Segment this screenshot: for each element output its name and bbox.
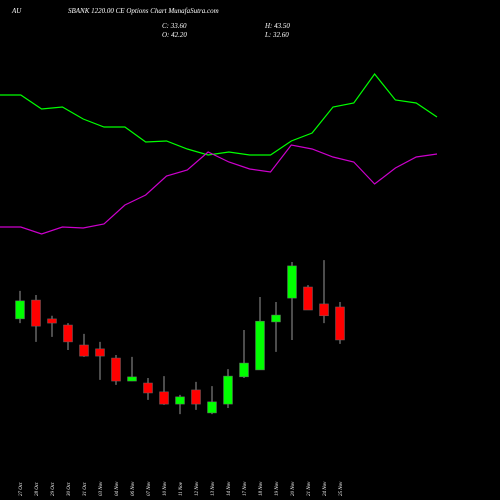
- x-tick-label: 11 Nov: [179, 481, 184, 496]
- indicator-line: [0, 144, 438, 235]
- x-tick-label: 19 Nov: [275, 481, 280, 496]
- low-label: L: 32.60: [264, 31, 289, 39]
- x-tick-label: 27 Oct: [19, 482, 24, 496]
- x-tick-label: 12 Nov: [195, 481, 200, 496]
- candle-body: [271, 314, 281, 323]
- chart-title: SBANK 1220.00 CE Options Chart MunafaSut…: [68, 7, 219, 15]
- candle-body: [95, 348, 105, 357]
- candle-body: [143, 382, 153, 394]
- candle-body: [159, 391, 169, 405]
- x-tick-label: 07 Nov: [147, 481, 152, 496]
- candle-body: [47, 318, 57, 324]
- x-tick-label: 24 Nov: [323, 481, 328, 496]
- x-tick-label: 10 Nov: [163, 481, 168, 496]
- candle-body: [207, 401, 217, 414]
- candle-body: [175, 396, 185, 405]
- x-tick-label: 30 Oct: [67, 482, 72, 496]
- candle-body: [255, 320, 265, 371]
- x-tick-label: 04 Nov: [115, 481, 120, 496]
- close-label: C: 33.60: [162, 22, 187, 30]
- x-tick-label: 21 Nov: [307, 481, 312, 496]
- symbol: AU: [11, 7, 22, 15]
- candle-body: [319, 303, 329, 317]
- high-label: H: 43.50: [264, 22, 290, 30]
- candle-body: [79, 344, 89, 357]
- candle-body: [287, 265, 297, 299]
- x-tick-label: 03 Nov: [99, 481, 104, 496]
- candle-body: [111, 357, 121, 382]
- candle-body: [63, 324, 73, 343]
- candle-body: [15, 300, 25, 320]
- candle-body: [223, 375, 233, 405]
- candle-body: [239, 362, 249, 378]
- candle-body: [335, 306, 345, 341]
- candle-body: [191, 389, 201, 405]
- x-tick-label: 18 Nov: [259, 481, 264, 496]
- x-tick-label: 13 Nov: [211, 481, 216, 496]
- open-label: O: 42.20: [162, 31, 187, 39]
- x-tick-label: 17 Nov: [243, 481, 248, 496]
- x-tick-label: 25 Nov: [339, 481, 344, 496]
- x-tick-label: 28 Oct: [35, 482, 40, 496]
- x-tick-label: 14 Nov: [227, 481, 232, 496]
- x-tick-label: 20 Nov: [291, 481, 296, 496]
- x-tick-label: 29 Oct: [51, 482, 56, 496]
- indicator-line: [0, 73, 438, 156]
- x-tick-label: 06 Nov: [131, 481, 136, 496]
- candle-body: [127, 376, 137, 382]
- candle-body: [303, 286, 313, 311]
- x-tick-label: 31 Oct: [83, 482, 88, 496]
- candle-body: [31, 299, 41, 327]
